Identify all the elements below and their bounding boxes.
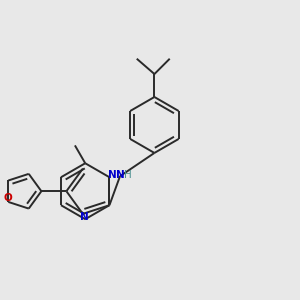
Text: O: O	[4, 193, 13, 202]
Text: N: N	[108, 170, 117, 180]
Text: N: N	[80, 212, 89, 222]
Text: H: H	[124, 170, 132, 180]
Text: N: N	[116, 170, 125, 180]
